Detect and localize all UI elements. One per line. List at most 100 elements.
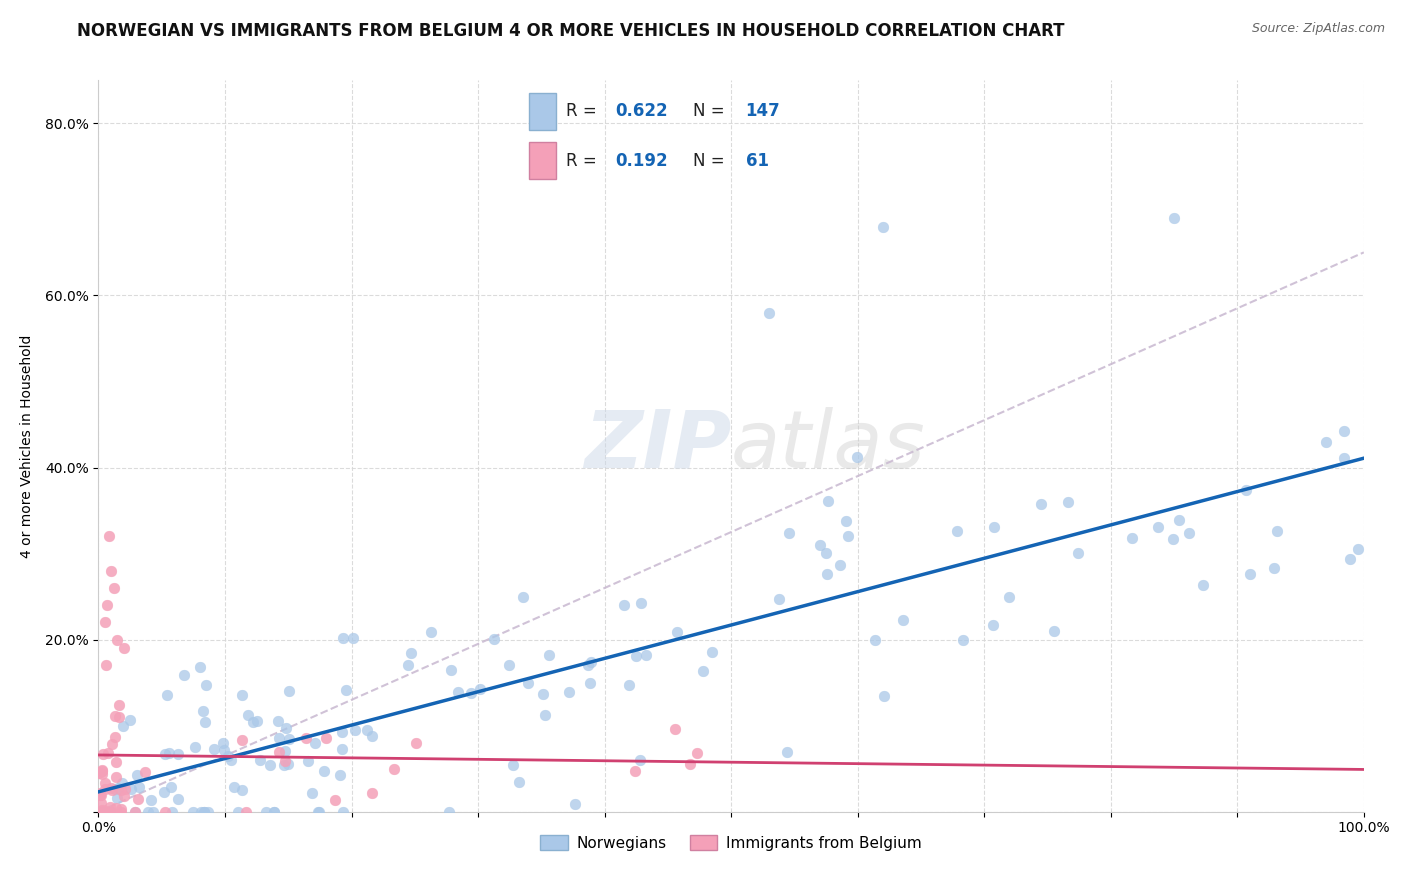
- Point: [630, 596, 652, 610]
- Point: [274, 721, 297, 735]
- Point: [193, 805, 215, 819]
- Point: [692, 665, 714, 679]
- Point: [90, 788, 112, 802]
- Text: atlas: atlas: [731, 407, 927, 485]
- Point: [97, 747, 120, 761]
- Point: [419, 625, 441, 640]
- Point: [758, 305, 780, 319]
- Point: [830, 558, 852, 572]
- Point: [460, 686, 482, 700]
- Point: [219, 753, 242, 767]
- Point: [814, 546, 837, 560]
- Point: [96, 598, 118, 612]
- Point: [1042, 624, 1064, 638]
- Point: [195, 678, 218, 692]
- Point: [1067, 546, 1090, 560]
- Point: [156, 688, 179, 702]
- Point: [1168, 513, 1191, 527]
- Point: [173, 668, 195, 682]
- Point: [90, 805, 112, 819]
- Point: [212, 736, 235, 750]
- Point: [401, 646, 423, 660]
- Point: [624, 764, 647, 779]
- Point: [768, 591, 790, 606]
- Point: [111, 719, 134, 733]
- Point: [628, 753, 651, 767]
- Point: [335, 683, 357, 698]
- Point: [259, 758, 281, 772]
- Point: [665, 625, 688, 640]
- Point: [120, 781, 142, 796]
- Point: [197, 805, 219, 819]
- Point: [266, 714, 288, 728]
- Point: [512, 590, 534, 604]
- Text: NORWEGIAN VS IMMIGRANTS FROM BELGIUM 4 OR MORE VEHICLES IN HOUSEHOLD CORRELATION: NORWEGIAN VS IMMIGRANTS FROM BELGIUM 4 O…: [77, 22, 1064, 40]
- Y-axis label: 4 or more Vehicles in Household: 4 or more Vehicles in Household: [20, 334, 34, 558]
- Point: [983, 519, 1005, 533]
- Point: [167, 792, 190, 806]
- Point: [97, 805, 120, 819]
- Point: [93, 805, 115, 819]
- Point: [212, 743, 235, 757]
- Point: [167, 747, 190, 761]
- Point: [93, 804, 115, 818]
- Point: [636, 648, 658, 662]
- Point: [330, 742, 353, 756]
- Point: [181, 805, 204, 819]
- Point: [700, 645, 723, 659]
- Point: [440, 663, 463, 677]
- Point: [301, 786, 323, 800]
- Point: [153, 747, 176, 762]
- Point: [90, 763, 112, 777]
- Point: [112, 641, 135, 656]
- Point: [678, 756, 700, 771]
- Point: [1191, 578, 1213, 592]
- Point: [613, 599, 636, 613]
- Point: [295, 731, 318, 745]
- Point: [308, 805, 330, 819]
- Point: [90, 805, 112, 819]
- Point: [100, 780, 122, 795]
- Point: [952, 632, 974, 647]
- Point: [498, 658, 520, 673]
- Point: [107, 780, 129, 795]
- Point: [332, 725, 354, 739]
- Point: [817, 494, 839, 508]
- Point: [125, 768, 148, 782]
- Point: [314, 764, 336, 779]
- Point: [531, 687, 554, 701]
- Point: [98, 800, 121, 814]
- Point: [1029, 497, 1052, 511]
- Point: [834, 515, 856, 529]
- Point: [1263, 560, 1285, 574]
- Point: [231, 782, 253, 797]
- Point: [581, 655, 603, 669]
- Point: [134, 765, 156, 780]
- Point: [153, 785, 176, 799]
- Point: [108, 698, 131, 712]
- Point: [155, 805, 177, 819]
- Point: [1239, 566, 1261, 581]
- Point: [361, 786, 384, 800]
- Point: [108, 710, 131, 724]
- Point: [124, 805, 146, 819]
- Point: [100, 805, 122, 819]
- Point: [104, 781, 127, 796]
- Point: [1178, 526, 1201, 541]
- Point: [1163, 532, 1185, 546]
- Point: [89, 786, 111, 800]
- Point: [114, 782, 136, 797]
- Point: [226, 805, 249, 819]
- Point: [342, 631, 364, 645]
- Point: [91, 803, 114, 817]
- Point: [872, 219, 894, 234]
- Point: [107, 632, 129, 647]
- Point: [104, 770, 127, 784]
- Point: [188, 660, 211, 674]
- Point: [97, 529, 120, 543]
- Point: [564, 797, 586, 811]
- Point: [242, 714, 264, 729]
- Point: [1333, 424, 1355, 438]
- Point: [815, 566, 838, 581]
- Point: [278, 732, 301, 747]
